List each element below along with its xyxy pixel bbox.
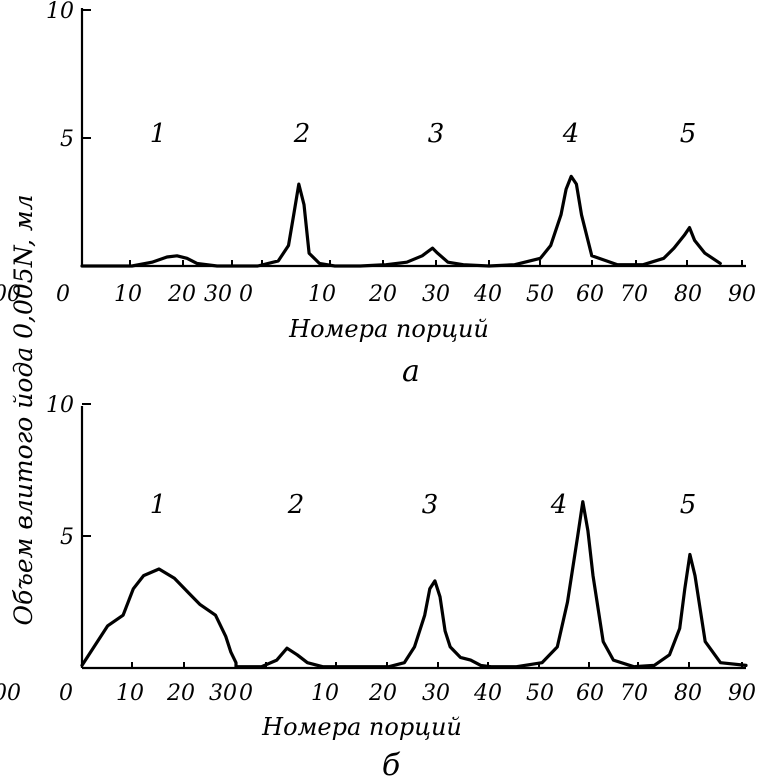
x-tick-label: 20 [368, 282, 397, 307]
x-tick-label: 10 [116, 681, 144, 706]
x-tick-label: 0 [239, 282, 253, 307]
x-tick-label: 100 [0, 681, 21, 706]
x-tick-label: 20 [368, 681, 397, 706]
peak-number-label: 3 [422, 490, 439, 520]
y-tick-label: 10 [46, 393, 74, 418]
x-tick-label: 40 [473, 282, 502, 307]
x-tick-label: 80 [674, 681, 702, 706]
x-tick-label: 10 [114, 282, 142, 307]
peak-number-label: 5 [680, 119, 697, 149]
x-tick-label: 60 [576, 282, 604, 307]
x-tick-label: 10 [308, 282, 336, 307]
x-origin-label: 0 [59, 681, 73, 706]
x-tick-label: 70 [620, 282, 648, 307]
y-tick-label: 5 [60, 525, 74, 550]
x-tick-label: 90 [728, 282, 756, 307]
peak-number-label: 3 [428, 119, 445, 149]
x-tick-label: 10 [311, 681, 339, 706]
x-axis-title: Номера порций [288, 315, 489, 343]
x-tick-label: 50 [526, 681, 554, 706]
x-origin-label: 0 [56, 282, 70, 307]
panel-b: 1050102030010203040506070809010012345Ном… [0, 393, 756, 778]
x-tick-label: 30 [209, 681, 237, 706]
peak-number-label: 1 [150, 490, 167, 520]
x-tick-label: 30 [422, 681, 450, 706]
y-axis-label: Объем влитого йода 0,005N, мл [9, 194, 38, 625]
elution-curve [80, 500, 748, 669]
peak-number-label: 1 [150, 119, 167, 149]
x-tick-label: 50 [526, 282, 554, 307]
x-tick-label: 20 [166, 681, 195, 706]
y-tick-label: 5 [60, 127, 74, 152]
panel-label: а [402, 354, 420, 389]
peak-number-label: 4 [562, 119, 580, 149]
x-tick-label: 80 [674, 282, 702, 307]
y-tick-label: 10 [46, 0, 74, 24]
x-tick-label: 100 [0, 282, 21, 307]
elution-curve [80, 174, 722, 268]
x-tick-label: 40 [473, 681, 502, 706]
x-tick-label: 0 [239, 681, 253, 706]
x-tick-label: 30 [204, 282, 232, 307]
x-tick-label: 20 [167, 282, 196, 307]
x-tick-label: 70 [620, 681, 648, 706]
x-axis-title: Номера порций [261, 713, 462, 741]
panel-label: б [382, 748, 401, 778]
peak-number-label: 4 [550, 490, 568, 520]
peak-number-label: 5 [680, 490, 697, 520]
x-tick-label: 30 [422, 282, 450, 307]
panel-a: 1050102030010203040506070809010012345Ном… [0, 0, 756, 389]
x-tick-label: 90 [728, 681, 756, 706]
peak-number-label: 2 [287, 490, 305, 520]
x-tick-label: 60 [576, 681, 604, 706]
peak-number-label: 2 [293, 119, 311, 149]
